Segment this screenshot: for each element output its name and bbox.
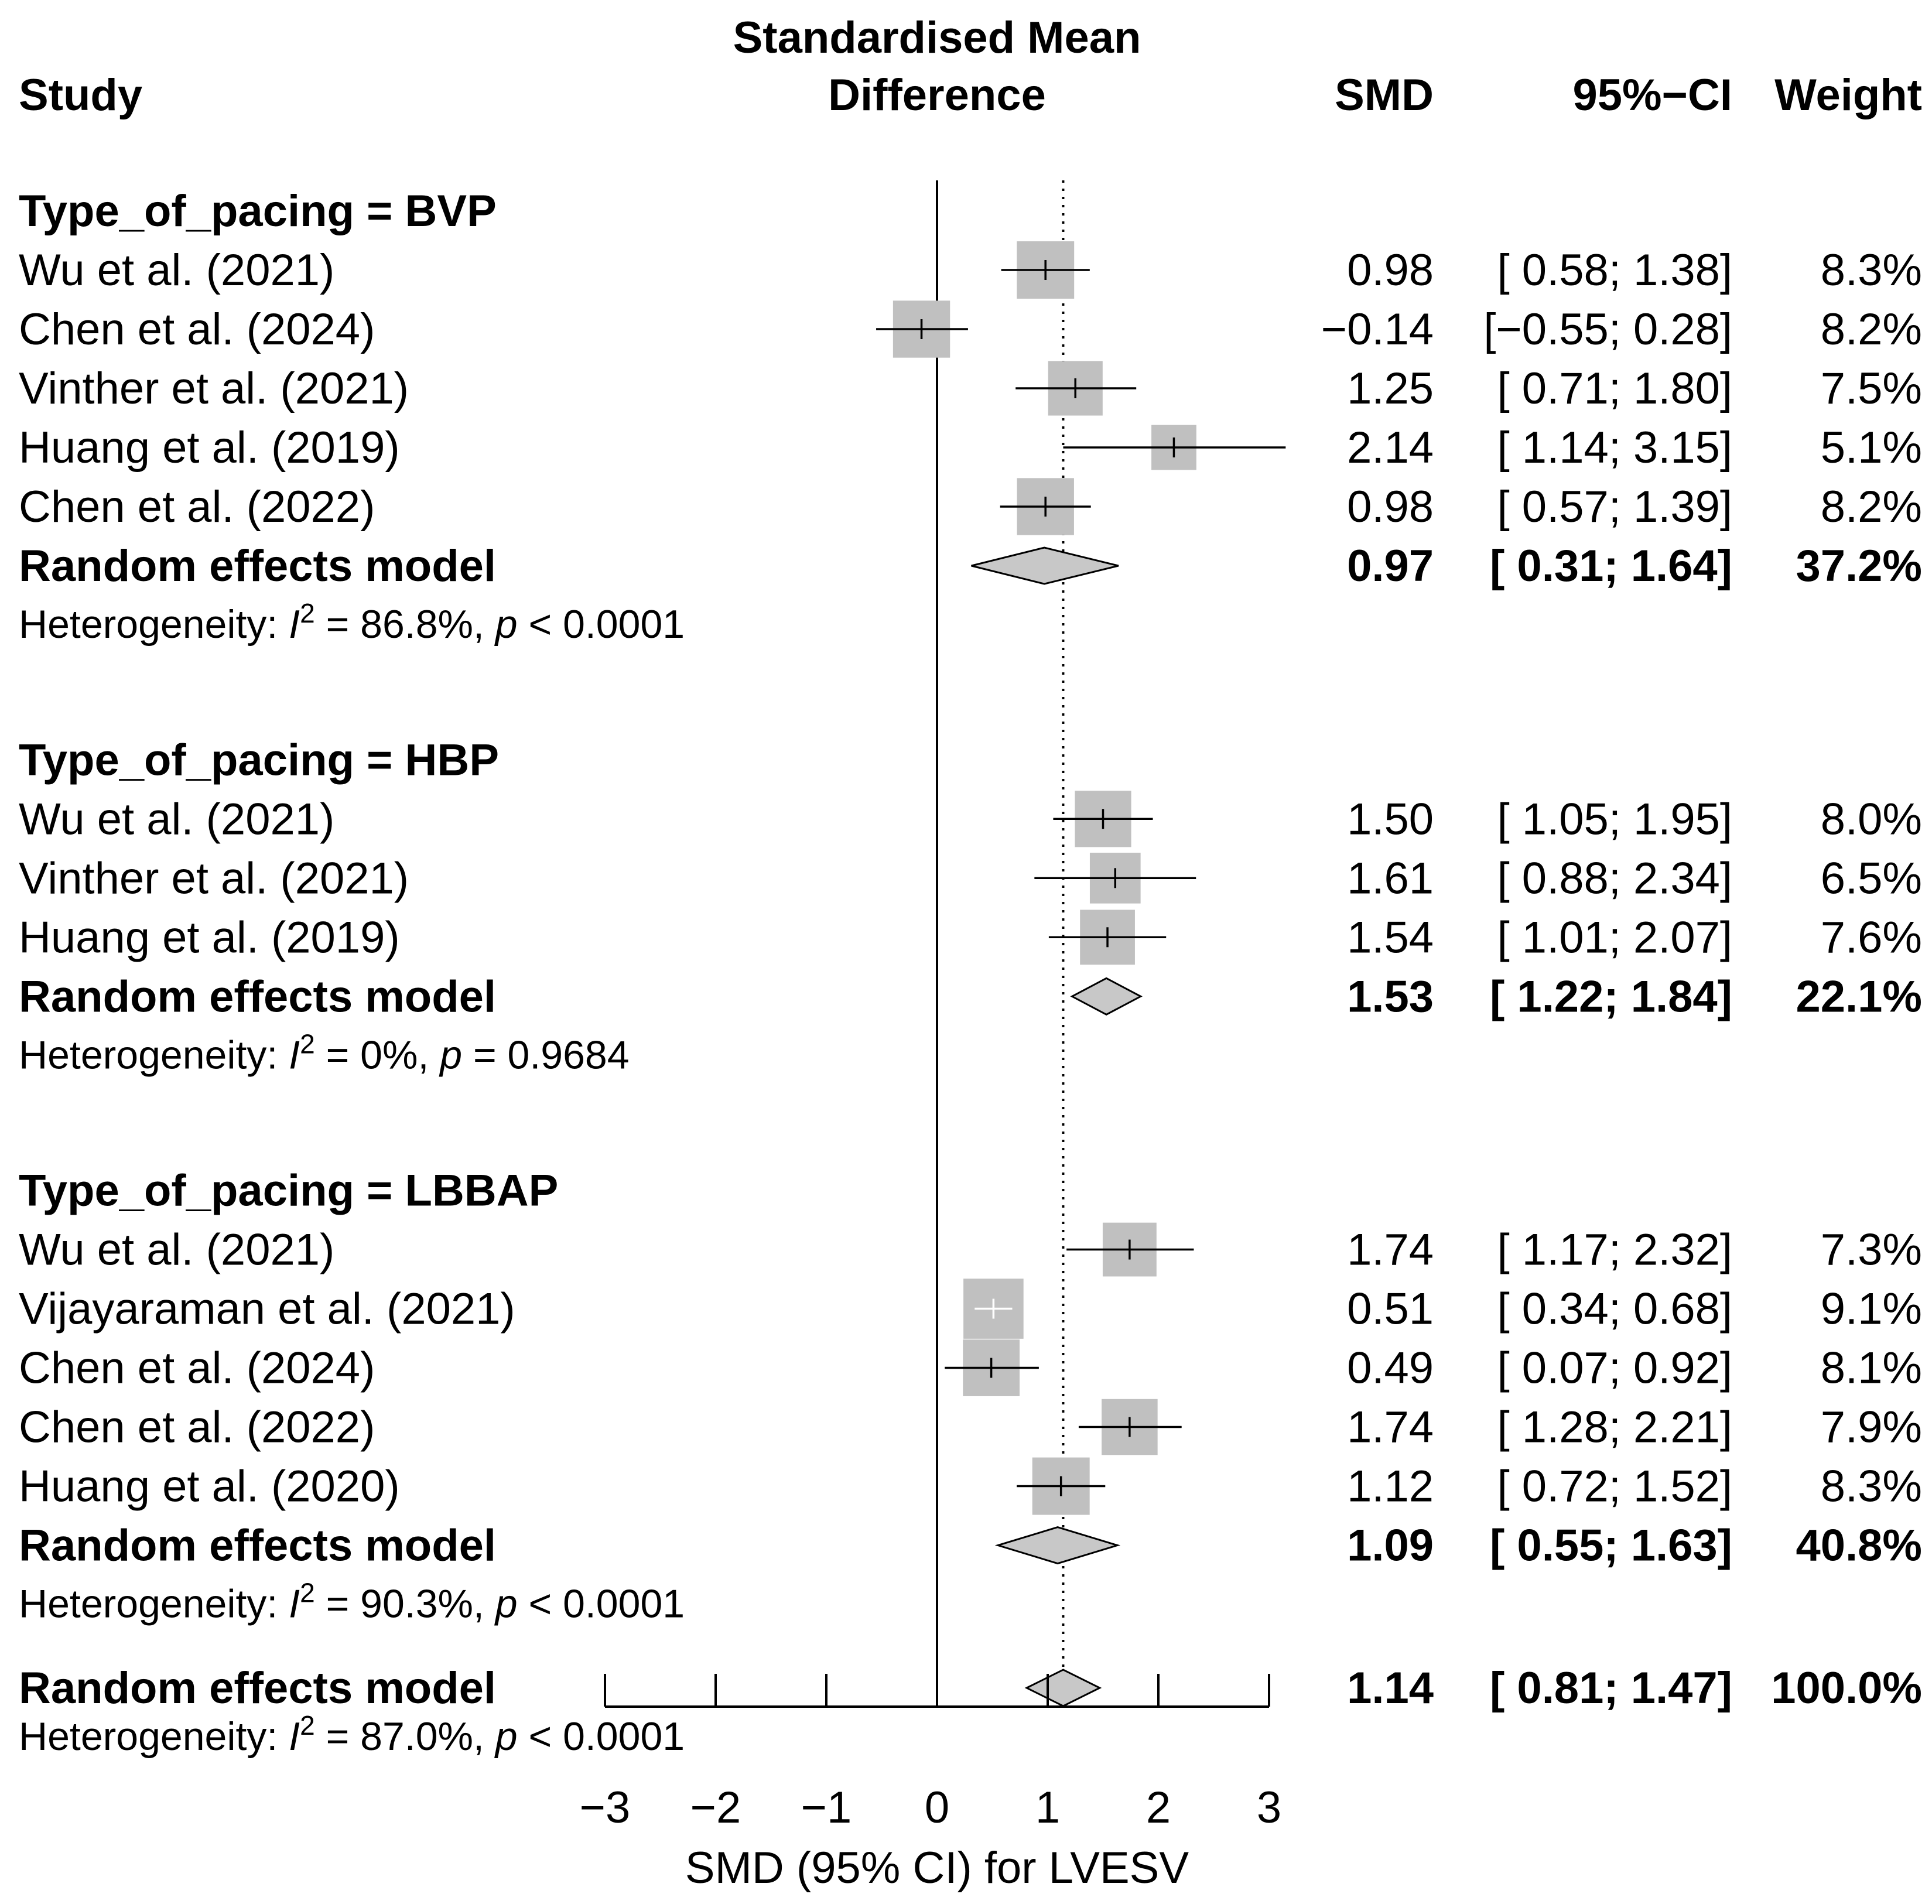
study-ci: [ 0.72; 1.52] — [1497, 1462, 1732, 1512]
x-tick-label: 1 — [1035, 1783, 1060, 1833]
study-name: Vinther et al. (2021) — [19, 853, 409, 903]
group-pooled-name: Random effects model — [19, 972, 496, 1021]
table-rows: Type_of_pacing = BVP Wu et al. (2021) 0.98… — [19, 186, 1922, 1759]
study-ci: [ 0.57; 1.39] — [1497, 482, 1732, 532]
study-weight: 7.5% — [1821, 364, 1922, 413]
group-pooled-name: Random effects model — [19, 1521, 496, 1571]
header-ci: 95%−CI — [1573, 70, 1733, 120]
study-ci: [ 0.88; 2.34] — [1497, 853, 1732, 903]
header-weight: Weight — [1774, 70, 1922, 120]
study-weight: 9.1% — [1821, 1284, 1922, 1334]
study-weight: 8.1% — [1821, 1344, 1922, 1393]
group-pooled-weight: 22.1% — [1796, 972, 1923, 1021]
study-weight: 5.1% — [1821, 423, 1922, 473]
group-pooled-ci: [ 1.22; 1.84] — [1490, 972, 1732, 1021]
x-tick-label: −1 — [801, 1783, 852, 1833]
study-ci: [ 0.34; 0.68] — [1497, 1284, 1732, 1334]
study-weight: 6.5% — [1821, 853, 1922, 903]
study-weight: 8.3% — [1821, 1462, 1922, 1512]
x-tick-label: 3 — [1257, 1783, 1281, 1833]
study-smd: 1.50 — [1347, 794, 1434, 844]
study-ci: [ 0.71; 1.80] — [1497, 364, 1732, 413]
study-smd: 1.74 — [1347, 1225, 1434, 1275]
x-axis: −3 −2 −1 0 1 2 3 SMD (95% CI) for LVESV — [580, 1674, 1281, 1893]
overall-pooled-name: Random effects model — [19, 1663, 496, 1713]
study-ci: [ 1.01; 2.07] — [1497, 912, 1732, 962]
study-name: Wu et al. (2021) — [19, 1225, 334, 1275]
overall-pooled-weight: 100.0% — [1771, 1663, 1922, 1713]
study-weight: 8.2% — [1821, 305, 1922, 354]
study-name: Chen et al. (2022) — [19, 482, 375, 532]
group-pooled-weight: 40.8% — [1796, 1521, 1923, 1571]
study-name: Wu et al. (2021) — [19, 794, 334, 844]
overall-pooled-smd: 1.14 — [1347, 1663, 1434, 1713]
group-pooled-smd: 0.97 — [1347, 541, 1434, 591]
study-ci: [ 1.14; 3.15] — [1497, 423, 1732, 473]
group-pooled-smd: 1.53 — [1347, 972, 1434, 1021]
study-ci: [−0.55; 0.28] — [1483, 305, 1732, 354]
group-pooled-diamond — [971, 546, 1119, 585]
group-pooled-ci: [ 0.55; 1.63] — [1490, 1521, 1732, 1571]
group-heterogeneity: Heterogeneity: I2 = 86.8%, p < 0.0001 — [19, 598, 685, 647]
group-title: Type_of_pacing = HBP — [19, 735, 499, 785]
overall-pooled-diamond — [1024, 1669, 1102, 1707]
study-smd: 0.98 — [1347, 245, 1434, 295]
study-name: Huang et al. (2019) — [19, 912, 400, 962]
study-name: Chen et al. (2022) — [19, 1403, 375, 1452]
x-tick-label: −3 — [580, 1783, 631, 1833]
study-name: Chen et al. (2024) — [19, 1344, 375, 1393]
plot-marks — [876, 241, 1286, 1707]
study-name: Huang et al. (2020) — [19, 1462, 400, 1512]
study-weight: 7.6% — [1821, 912, 1922, 962]
group-pooled-name: Random effects model — [19, 541, 496, 591]
study-ci: [ 1.05; 1.95] — [1497, 794, 1732, 844]
group-pooled-ci: [ 0.31; 1.64] — [1490, 541, 1732, 591]
study-weight: 8.0% — [1821, 794, 1922, 844]
study-weight: 7.3% — [1821, 1225, 1922, 1275]
study-smd: 1.12 — [1347, 1462, 1434, 1512]
group-pooled-diamond — [1070, 977, 1143, 1016]
study-weight: 7.9% — [1821, 1403, 1922, 1452]
reference-lines — [936, 180, 1065, 1707]
study-ci: [ 1.28; 2.21] — [1497, 1403, 1732, 1452]
overall-heterogeneity: Heterogeneity: I2 = 87.0%, p < 0.0001 — [19, 1710, 685, 1759]
study-weight: 8.3% — [1821, 245, 1922, 295]
group-title: Type_of_pacing = BVP — [19, 186, 497, 236]
study-ci: [ 0.58; 1.38] — [1497, 245, 1732, 295]
group-heterogeneity: Heterogeneity: I2 = 0%, p = 0.9684 — [19, 1028, 630, 1077]
study-smd: 1.54 — [1347, 912, 1434, 962]
study-smd: 1.25 — [1347, 364, 1434, 413]
x-tick-label: −2 — [690, 1783, 741, 1833]
study-smd: 0.98 — [1347, 482, 1434, 532]
header-plot-title-line1: Standardised Mean — [733, 13, 1141, 63]
group-pooled-smd: 1.09 — [1347, 1521, 1434, 1571]
header-smd: SMD — [1335, 70, 1434, 120]
study-name: Vijayaraman et al. (2021) — [19, 1284, 515, 1334]
study-weight: 8.2% — [1821, 482, 1922, 532]
study-smd: 2.14 — [1347, 423, 1434, 473]
group-pooled-diamond — [994, 1526, 1121, 1565]
study-smd: 1.61 — [1347, 853, 1434, 903]
header-plot-title-line2: Difference — [828, 70, 1046, 120]
group-title: Type_of_pacing = LBBAP — [19, 1166, 558, 1216]
study-name: Wu et al. (2021) — [19, 245, 334, 295]
group-heterogeneity: Heterogeneity: I2 = 90.3%, p < 0.0001 — [19, 1578, 685, 1626]
study-smd: 0.49 — [1347, 1344, 1434, 1393]
x-axis-label: SMD (95% CI) for LVESV — [685, 1843, 1189, 1893]
study-smd: 1.74 — [1347, 1403, 1434, 1452]
study-smd: −0.14 — [1321, 305, 1434, 354]
header-study: Study — [19, 70, 142, 120]
study-name: Vinther et al. (2021) — [19, 364, 409, 413]
x-tick-label: 2 — [1146, 1783, 1171, 1833]
study-ci: [ 0.07; 0.92] — [1497, 1344, 1732, 1393]
study-ci: [ 1.17; 2.32] — [1497, 1225, 1732, 1275]
study-name: Huang et al. (2019) — [19, 423, 400, 473]
overall-pooled-ci: [ 0.81; 1.47] — [1490, 1663, 1732, 1713]
group-pooled-weight: 37.2% — [1796, 541, 1923, 591]
x-tick-label: 0 — [925, 1783, 949, 1833]
study-smd: 0.51 — [1347, 1284, 1434, 1334]
study-name: Chen et al. (2024) — [19, 305, 375, 354]
